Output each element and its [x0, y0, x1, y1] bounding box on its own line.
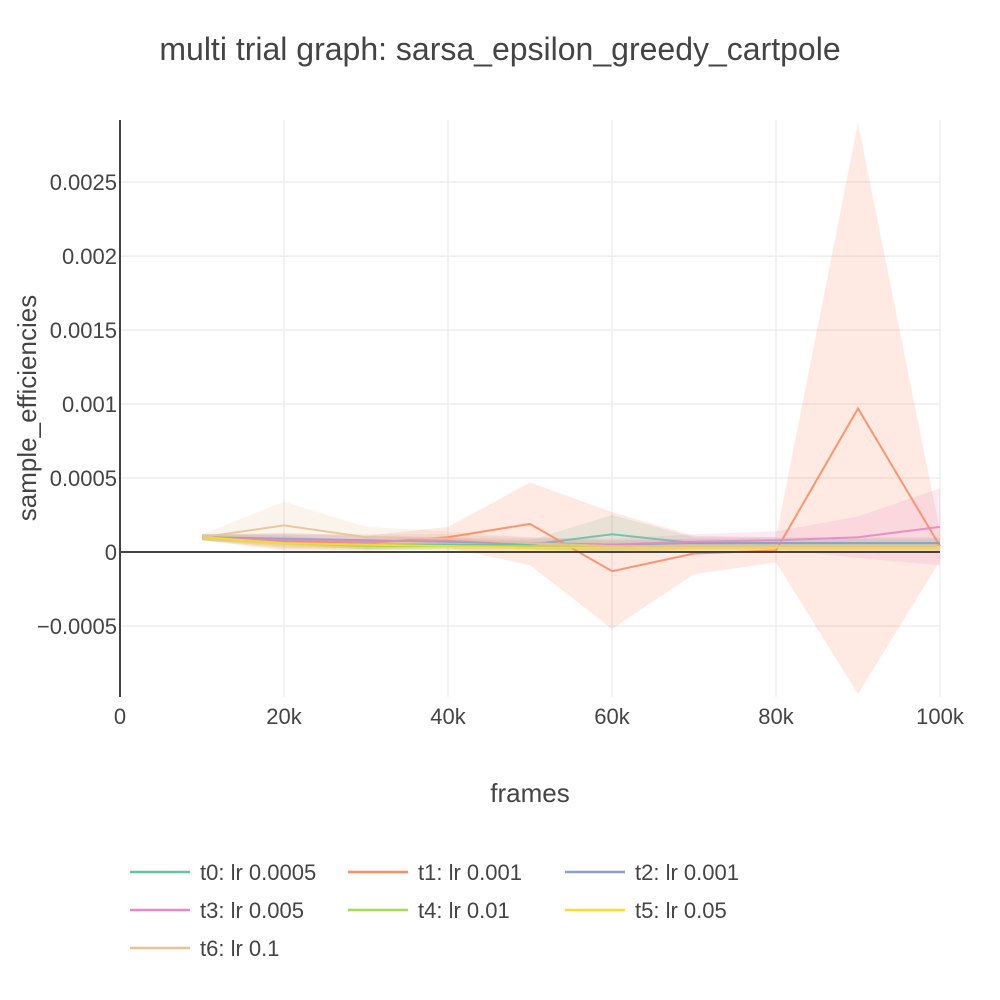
axes [119, 120, 940, 697]
legend-label: t3: lr 0.005 [200, 898, 304, 923]
legend-item: t6: lr 0.1 [130, 936, 279, 961]
error-band-1 [202, 123, 940, 694]
series-line-5 [201, 536, 940, 549]
legend-item: t4: lr 0.01 [348, 898, 510, 923]
y-tick-label: 0.0005 [50, 466, 117, 491]
y-tick-label: 0 [105, 540, 117, 565]
x-tick-label: 100k [916, 704, 965, 729]
legend-item: t1: lr 0.001 [348, 860, 522, 885]
legend-label: t4: lr 0.01 [418, 898, 510, 923]
x-tick-label: 20k [266, 704, 302, 729]
y-axis-title: sample_efficiencies [12, 295, 42, 521]
y-tick-label: 0.0015 [50, 318, 117, 343]
legend-item: t3: lr 0.005 [130, 898, 304, 923]
x-tick-label: 60k [594, 704, 630, 729]
legend-label: t6: lr 0.1 [200, 936, 279, 961]
legend-label: t5: lr 0.05 [635, 898, 727, 923]
y-tick-label: −0.0005 [37, 614, 117, 639]
legend-item: t0: lr 0.0005 [130, 860, 316, 885]
legend-label: t0: lr 0.0005 [200, 860, 316, 885]
legend-item: t2: lr 0.001 [565, 860, 739, 885]
error-band-6 [202, 501, 940, 552]
x-tick-label: 80k [758, 704, 794, 729]
legend-label: t1: lr 0.001 [418, 860, 522, 885]
y-tick-label: 0.002 [62, 244, 117, 269]
series-line-6 [201, 524, 940, 548]
x-tick-label: 40k [430, 704, 466, 729]
chart-title: multi trial graph: sarsa_epsilon_greedy_… [159, 31, 840, 67]
x-tick-label: 0 [114, 704, 126, 729]
tick-labels: 0 20k 40k 60k 80k 100k −0.0005 0 0.0005 0.001 0.00… [37, 170, 965, 729]
legend: t0: lr 0.0005 t1: lr 0.001 t2: lr 0.001 t3:… [130, 860, 739, 961]
y-tick-label: 0.0025 [50, 170, 117, 195]
legend-label: t2: lr 0.001 [635, 860, 739, 885]
y-tick-label: 0.001 [62, 392, 117, 417]
grid-lines [120, 120, 941, 697]
error-bands [202, 123, 940, 694]
legend-item: t5: lr 0.05 [565, 898, 727, 923]
x-axis-title: frames [490, 778, 569, 808]
series-lines [201, 406, 941, 573]
